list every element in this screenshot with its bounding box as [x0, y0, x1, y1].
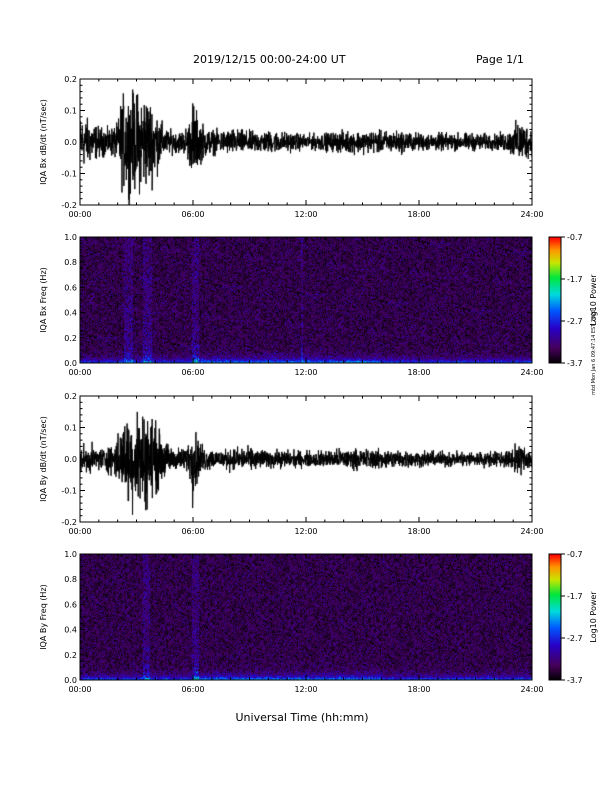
- colorbar-tick-label: -1.7: [567, 592, 583, 601]
- plot-frame: [79, 553, 533, 681]
- y-tick-label: -0.2: [61, 201, 77, 210]
- x-tick-label: 06:00: [181, 368, 204, 377]
- x-tick-label: 18:00: [407, 685, 430, 694]
- x-tick-label: 06:00: [181, 685, 204, 694]
- y-axis-label: IQA Bx Freq (Hz): [39, 267, 48, 333]
- colorbar-label: Log10 Power: [589, 591, 598, 643]
- x-tick-label: 00:00: [68, 685, 91, 694]
- x-axis-label: Universal Time (hh:mm): [235, 711, 369, 724]
- y-tick-label: 0.0: [64, 359, 77, 368]
- y-tick-label: -0.1: [61, 487, 77, 496]
- colorbar-tick-label: -3.7: [567, 359, 583, 368]
- chart-title: 2019/12/15 00:00-24:00 UT: [193, 53, 346, 66]
- y-tick-label: 0.4: [64, 309, 77, 318]
- x-tick-label: 24:00: [520, 368, 543, 377]
- colorbar-tick-label: -0.7: [567, 550, 583, 559]
- x-tick-label: 24:00: [520, 527, 543, 536]
- colorbar-tick-label: -1.7: [567, 275, 583, 284]
- x-tick-label: 00:00: [68, 368, 91, 377]
- y-axis-label: IQA Bx dB/dt (nT/sec): [39, 99, 48, 185]
- y-tick-label: 1.0: [64, 233, 77, 242]
- y-tick-label: 0.8: [64, 575, 77, 584]
- x-tick-label: 00:00: [68, 210, 91, 219]
- plot-frame: [79, 236, 533, 364]
- y-tick-label: 0.2: [64, 392, 77, 401]
- y-tick-label: 0.6: [64, 283, 77, 292]
- y-tick-label: 0.0: [64, 138, 77, 147]
- by-dbdt-trace: [80, 396, 532, 522]
- plot-frame: [79, 395, 533, 523]
- y-tick-label: 0.2: [64, 75, 77, 84]
- y-axis-label: IQA By Freq (Hz): [39, 584, 48, 650]
- x-tick-label: 06:00: [181, 210, 204, 219]
- x-tick-label: 00:00: [68, 527, 91, 536]
- colorbar-frame: [548, 236, 562, 364]
- colorbar-tick-label: -2.7: [567, 634, 583, 643]
- x-tick-label: 18:00: [407, 210, 430, 219]
- y-tick-label: 1.0: [64, 550, 77, 559]
- colorbar-tick-label: -3.7: [567, 676, 583, 685]
- x-tick-label: 12:00: [294, 210, 317, 219]
- y-axis-label: IQA By dB/dt (nT/sec): [39, 416, 48, 502]
- colorbar-frame: [548, 553, 562, 681]
- y-tick-label: 0.1: [64, 424, 77, 433]
- plot-timestamp: mtd Mon Jan 6 09:47:14 EST 2020: [591, 309, 597, 395]
- y-tick-label: -0.2: [61, 518, 77, 527]
- colorbar-by: [549, 554, 561, 680]
- x-tick-label: 12:00: [294, 368, 317, 377]
- x-tick-label: 24:00: [520, 685, 543, 694]
- colorbar-bx: [549, 237, 561, 363]
- page-number: Page 1/1: [476, 53, 524, 66]
- x-tick-label: 18:00: [407, 527, 430, 536]
- x-tick-label: 12:00: [294, 685, 317, 694]
- bx-spectrogram: [80, 237, 532, 363]
- colorbar-label: Log10 Power: [589, 274, 598, 326]
- colorbar-tick-label: -0.7: [567, 233, 583, 242]
- by-spectrogram: [80, 554, 532, 680]
- x-tick-label: 06:00: [181, 527, 204, 536]
- bx-dbdt-trace: [80, 79, 532, 205]
- y-tick-label: 0.0: [64, 676, 77, 685]
- colorbar-tick-label: -2.7: [567, 317, 583, 326]
- x-tick-label: 18:00: [407, 368, 430, 377]
- y-tick-label: -0.1: [61, 170, 77, 179]
- y-tick-label: 0.0: [64, 455, 77, 464]
- y-tick-label: 0.2: [64, 334, 77, 343]
- plot-frame: [79, 78, 533, 206]
- y-tick-label: 0.2: [64, 651, 77, 660]
- x-tick-label: 12:00: [294, 527, 317, 536]
- y-tick-label: 0.8: [64, 258, 77, 267]
- y-tick-label: 0.1: [64, 107, 77, 116]
- y-tick-label: 0.6: [64, 600, 77, 609]
- x-tick-label: 24:00: [520, 210, 543, 219]
- y-tick-label: 0.4: [64, 626, 77, 635]
